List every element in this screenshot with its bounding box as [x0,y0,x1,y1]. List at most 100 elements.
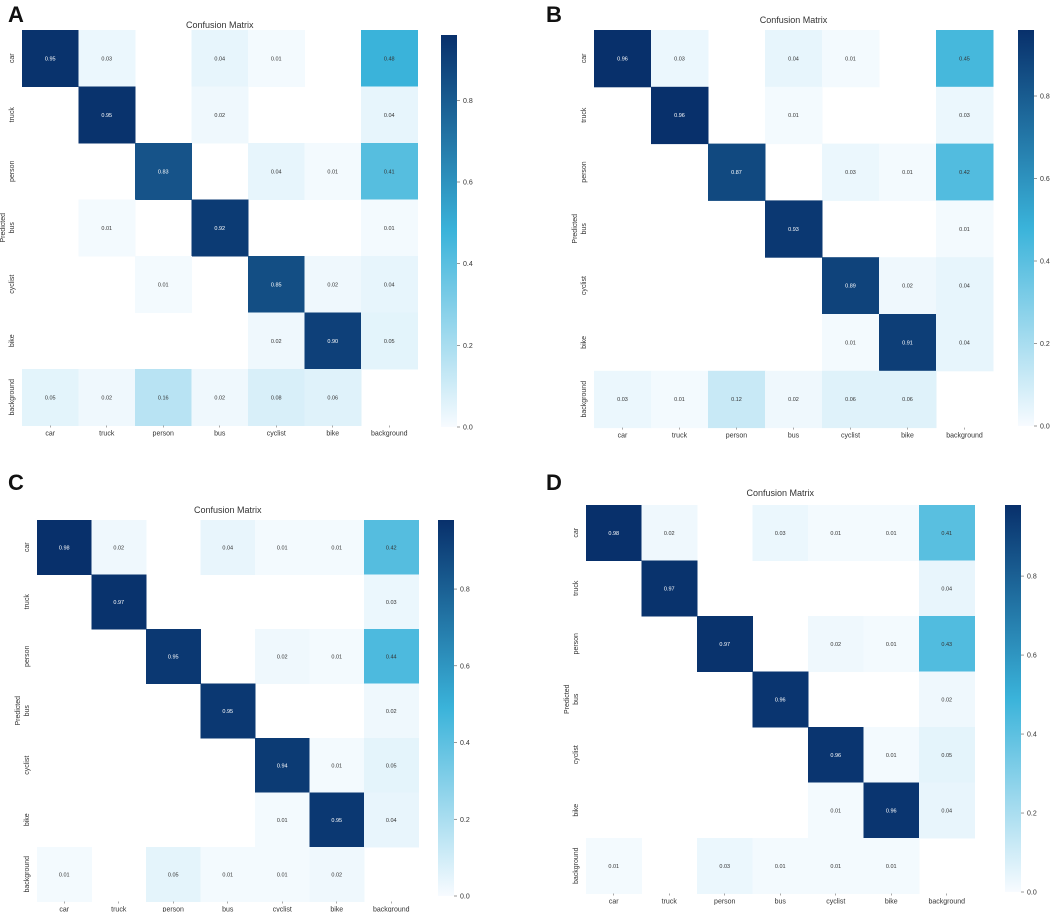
heatmap-cell [364,792,419,848]
x-tick-label: bus [775,899,787,906]
cell-value-label: 0.03 [617,397,628,403]
cell-value-label: 0.03 [386,600,397,606]
colorbar-tick-label: 0.2 [463,343,473,350]
y-tick-label: car [24,542,31,552]
heatmap-cell [146,629,201,684]
chart-title: Confusion Matrix [194,505,262,515]
heatmap-cell [191,369,249,426]
heatmap-cell [255,738,310,793]
cell-value-label: 0.01 [959,227,970,233]
heatmap-cell [361,86,418,144]
heatmap-cell [135,369,192,426]
cell-value-label: 0.93 [788,227,799,233]
heatmap-cell [200,847,256,902]
heatmap-cell [78,86,136,144]
heatmap-cell [361,256,418,313]
heatmap-cell [808,782,864,839]
cell-value-label: 0.04 [271,169,282,175]
heatmap-cell [863,616,920,672]
colorbar-tick-label: 0.2 [1040,341,1050,348]
y-tick-label: bus [24,705,31,717]
cell-value-label: 0.01 [886,864,897,870]
cell-value-label: 0.05 [941,753,952,759]
colorbar-tick-label: 0.8 [1040,94,1050,101]
cell-value-label: 0.05 [386,763,397,769]
heatmap-cell [641,560,698,617]
heatmap-cell [248,30,305,87]
y-tick-label: bus [581,223,588,235]
x-tick-label: car [59,907,69,912]
heatmap-cell [37,520,92,575]
heatmap-cell [146,847,201,902]
cell-value-label: 0.95 [331,818,342,824]
heatmap-cell [808,838,864,894]
cell-value-label: 0.42 [959,170,970,176]
cell-value-label: 0.01 [886,753,897,759]
cell-value-label: 0.01 [845,340,856,346]
heatmap-cell [651,30,709,88]
cell-value-label: 0.01 [277,872,288,878]
x-tick-label: bike [901,433,914,440]
cell-value-label: 0.04 [222,545,233,551]
cell-value-label: 0.02 [664,531,675,537]
colorbar-tick-label: 0.6 [463,180,473,187]
cell-value-label: 0.01 [845,56,856,62]
cell-value-label: 0.03 [101,56,112,62]
heatmap-cell [22,30,79,87]
x-tick-label: bus [214,431,226,438]
heatmap-cell [936,200,994,258]
cell-value-label: 0.04 [959,340,970,346]
heatmap-cell [879,314,937,372]
heatmap-cell [78,369,136,426]
heatmap-cell [191,30,249,87]
cell-value-label: 0.87 [731,170,742,176]
y-tick-label: person [9,160,16,182]
colorbar-tick-label: 0.4 [1027,732,1037,739]
heatmap-cell [191,199,249,257]
y-tick-label: car [573,527,580,537]
y-tick-label: truck [573,580,580,596]
heatmap-cell [752,838,809,894]
cell-value-label: 0.02 [788,397,799,403]
cell-value-label: 0.05 [168,872,179,878]
colorbar [1005,505,1021,892]
y-tick-label: car [581,53,588,63]
heatmap-cell [78,199,136,257]
heatmap-cell [752,505,809,561]
chart-title: Confusion Matrix [746,488,814,498]
heatmap-cell [752,671,809,728]
y-axis-label: Predicted [564,684,571,714]
colorbar-tick-label: 0.4 [460,740,470,747]
heatmap-cell [863,505,920,561]
cell-value-label: 0.95 [222,709,233,715]
colorbar-tick-label: 0.2 [460,817,470,824]
x-tick-label: car [618,433,628,440]
x-tick-label: truck [99,431,115,438]
heatmap-cell [765,30,823,88]
y-tick-label: bus [573,693,580,705]
cell-value-label: 0.89 [845,284,856,290]
cell-value-label: 0.05 [45,395,56,401]
y-tick-label: background [9,379,16,416]
heatmap-cell [255,847,310,902]
cell-value-label: 0.02 [386,709,397,715]
cell-value-label: 0.01 [222,872,233,878]
cell-value-label: 0.05 [384,339,395,345]
cell-value-label: 0.01 [101,226,112,232]
heatmap-cell [765,200,823,258]
cell-value-label: 0.43 [941,642,952,648]
cell-value-label: 0.98 [59,545,70,551]
cell-value-label: 0.02 [214,113,225,119]
x-tick-label: background [371,431,408,438]
heatmap-cell [863,727,920,783]
cell-value-label: 0.98 [608,531,619,537]
heatmap-cell [919,505,975,561]
heatmap-cell [936,257,994,315]
cell-value-label: 0.03 [845,170,856,176]
heatmap-cell [361,312,418,370]
heatmap-cell [364,629,419,684]
cell-value-label: 0.01 [830,531,841,537]
cell-value-label: 0.01 [830,808,841,814]
